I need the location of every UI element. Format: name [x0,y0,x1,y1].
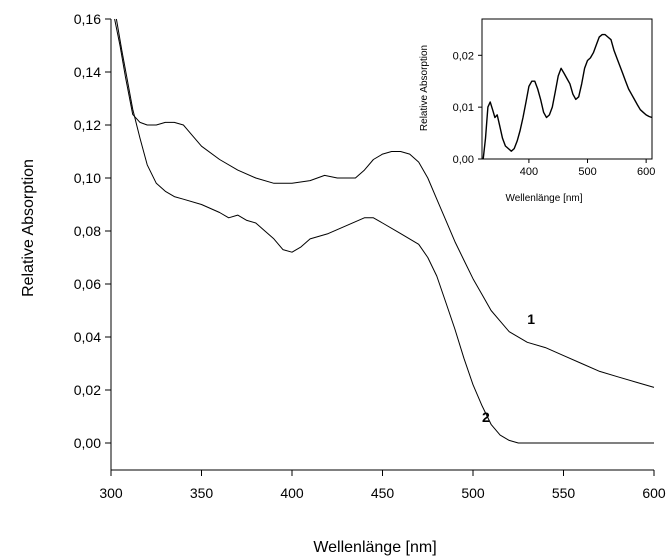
y-tick-label: 0,08 [74,223,101,239]
x-tick-label: 500 [578,166,596,178]
x-tick-label: 350 [190,485,214,501]
main-series-line-1 [114,18,655,388]
y-tick-label: 0,00 [74,435,101,451]
y-tick-label: 0,12 [74,117,101,133]
x-tick-label: 450 [371,485,395,501]
main-axes: 300 350 400 450 500 550 600 0,00 0,02 0,04 0,06 0,0… [74,11,666,501]
curve-label-1: 1 [527,311,535,327]
main-series [114,18,655,444]
x-tick-label: 600 [637,166,655,178]
y-tick-label: 0,16 [74,11,101,27]
y-tick-label: 0,14 [74,64,101,80]
inset-axes: 400 500 600 0,00 0,01 0,02 [453,18,655,178]
inset-background [482,19,652,159]
x-tick-label: 400 [280,485,304,501]
main-x-axis-title: Wellenlänge [nm] [313,539,436,556]
x-tick-label: 300 [99,485,123,501]
inset-chart: 400 500 600 0,00 0,01 0,02 Wellenlänge [nm] R… [419,18,655,204]
y-tick-label: 0,10 [74,170,101,186]
y-tick-label: 0,06 [74,276,101,292]
y-tick-label: 0,04 [74,329,101,345]
x-tick-label: 400 [520,166,538,178]
y-tick-label: 0,01 [453,102,474,114]
y-tick-label: 0,00 [453,154,474,166]
inset-y-axis-title: Relative Absorption [419,45,430,131]
x-tick-label: 550 [552,485,576,501]
inset-frame [481,18,653,160]
main-chart: 300 350 400 450 500 550 600 0,00 0,02 0,04 0,06 0,0… [20,11,666,556]
y-tick-label: 0,02 [453,50,474,62]
main-labels: 12 [482,311,535,425]
main-y-axis-title: Relative Absorption [20,159,37,297]
y-tick-label: 0,02 [74,382,101,398]
main-series-line-2 [115,18,654,444]
inset-series [482,33,653,160]
inset-series-line-1 [482,33,653,160]
x-tick-label: 500 [461,485,485,501]
curve-label-2: 2 [482,409,490,425]
inset-x-axis-title: Wellenlänge [nm] [505,193,582,204]
x-tick-label: 600 [642,485,666,501]
